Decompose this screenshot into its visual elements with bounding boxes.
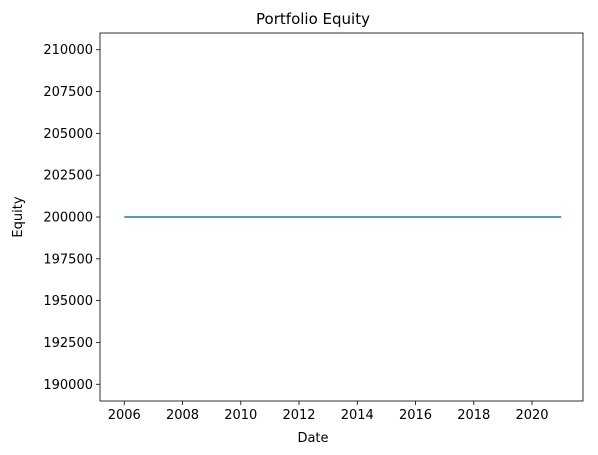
x-tick-label-5: 2016 xyxy=(399,408,432,423)
y-axis-label: Equity xyxy=(11,196,26,237)
x-tick-label-0: 2006 xyxy=(108,408,141,423)
x-axis-label: Date xyxy=(297,431,328,446)
x-tick-label-6: 2018 xyxy=(457,408,490,423)
x-tick-label-1: 2008 xyxy=(166,408,199,423)
y-tick-label-3: 197500 xyxy=(43,252,93,267)
y-tick-label-2: 195000 xyxy=(43,294,93,309)
y-tick-label-5: 202500 xyxy=(43,169,93,184)
y-tick-label-4: 200000 xyxy=(43,211,93,226)
x-tick-label-7: 2020 xyxy=(515,408,548,423)
y-tick-label-8: 210000 xyxy=(43,43,93,58)
y-tick-label-6: 205000 xyxy=(43,127,93,142)
x-tick-label-3: 2012 xyxy=(282,408,315,423)
plot-area: 2006 2008 2010 2012 2014 2016 2018 2020 190000 19… xyxy=(43,32,584,423)
chart-title: Portfolio Equity xyxy=(256,10,370,28)
y-tick-label-1: 192500 xyxy=(43,336,93,351)
x-tick-label-4: 2014 xyxy=(341,408,374,423)
y-tick-label-7: 207500 xyxy=(43,85,93,100)
y-tick-label-0: 190000 xyxy=(43,378,93,393)
x-tick-label-2: 2010 xyxy=(224,408,257,423)
